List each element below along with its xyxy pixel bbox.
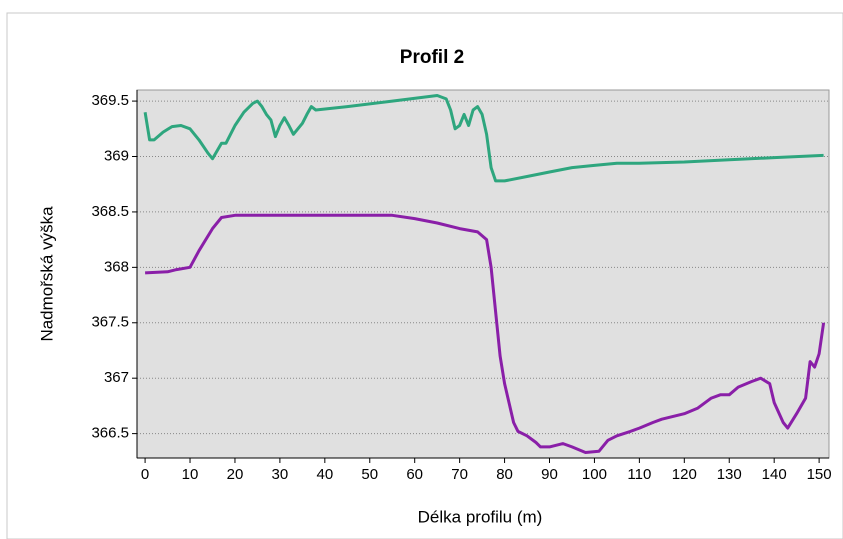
plot-area [136,89,830,459]
y-axis-label: Nadmořská výška [37,206,56,342]
x-tick-label: 20 [227,466,244,483]
line-series [145,213,826,454]
x-tick-label: 80 [496,466,513,483]
y-tick-label: 366.5 [91,425,129,442]
x-tick-label: 50 [361,466,378,483]
x-tick-label: 130 [717,466,742,483]
y-tick-label: 367.5 [91,314,129,331]
x-tick-label: 140 [762,466,787,483]
x-axis-label: Délka profilu (m) [418,507,543,526]
x-tick-label: 30 [272,466,289,483]
y-tick-label: 369 [104,147,129,164]
y-tick-label: 369.5 [91,92,129,109]
x-tick-label: 90 [541,466,558,483]
x-tick-label: 150 [807,466,832,483]
chart-title: Profil 2 [400,47,464,68]
x-tick-label: 70 [451,466,468,483]
y-tick-label: 368 [104,258,129,275]
x-tick-label: 120 [672,466,697,483]
x-tick-label: 110 [627,466,651,483]
line-series [143,94,824,183]
x-tick-label: 10 [182,466,199,483]
x-tick-label: 60 [406,466,423,483]
x-tick-label: 0 [141,466,149,483]
x-tick-label: 40 [316,466,333,483]
y-tick-label: 367 [104,369,129,386]
y-tick-label: 368.5 [91,203,129,220]
x-tick-label: 100 [582,466,607,483]
